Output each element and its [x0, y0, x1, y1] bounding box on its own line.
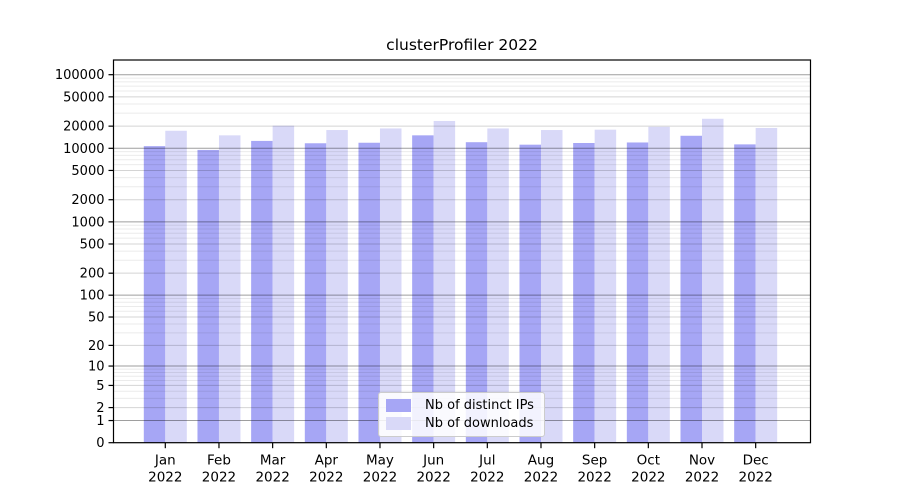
bar-ips-jan: [143, 146, 166, 443]
bar-downloads-nov: [702, 118, 724, 443]
bar-ips-jun: [412, 135, 434, 443]
bar-ips-nov: [680, 135, 702, 443]
y-tick-label-5: 5: [96, 379, 104, 394]
x-tick-label-year: 2022: [631, 470, 665, 486]
x-tick-label-month: Oct: [637, 453, 660, 469]
bar-ips-feb: [197, 149, 219, 443]
x-tick-label-month: Jan: [154, 453, 176, 469]
y-tick-label-20: 20: [88, 339, 105, 354]
bar-downloads-mar: [272, 125, 295, 443]
x-tick-label-year: 2022: [202, 470, 236, 486]
y-tick-label-2000: 2000: [71, 193, 104, 208]
bar-downloads-oct: [648, 126, 670, 443]
y-tick-label-100000: 100000: [55, 68, 105, 83]
y-tick-label-20000: 20000: [63, 120, 104, 135]
legend-swatch-distinct-ips: [386, 399, 411, 412]
x-tick-label-year: 2022: [255, 470, 289, 486]
legend-label-distinct-ips: Nb of distinct IPs: [425, 398, 534, 413]
bar-downloads-sep: [594, 129, 617, 443]
x-tick-label-year: 2022: [416, 470, 450, 486]
bar-downloads-aug: [540, 130, 563, 443]
bar-downloads-jul: [487, 128, 509, 443]
x-tick-label-month: Aug: [528, 453, 554, 469]
bar-ips-mar: [251, 140, 273, 443]
y-tick-label-200: 200: [80, 267, 105, 282]
bar-downloads-dec: [755, 127, 778, 443]
bar-downloads-jan: [165, 130, 187, 443]
legend-entry-distinct-ips: Nb of distinct IPs: [386, 398, 537, 413]
y-tick-label-1: 1: [96, 414, 104, 429]
y-tick-label-1000: 1000: [71, 215, 104, 230]
bar-downloads-feb: [218, 135, 241, 443]
x-tick-label-month: Apr: [315, 453, 339, 469]
x-tick-label-month: Mar: [260, 453, 286, 469]
x-tick-label-year: 2022: [685, 470, 719, 486]
legend-swatch-downloads: [386, 417, 411, 430]
bar-ips-sep: [573, 143, 595, 443]
legend-entry-downloads: Nb of downloads: [386, 416, 537, 431]
bar-downloads-apr: [326, 130, 348, 443]
legend: Nb of distinct IPs Nb of downloads: [378, 392, 545, 437]
y-tick-label-10000: 10000: [63, 142, 104, 157]
x-tick-label-month: Dec: [743, 453, 769, 469]
x-tick-label-year: 2022: [738, 470, 772, 486]
legend-label-downloads: Nb of downloads: [425, 416, 534, 431]
bar-ips-aug: [519, 144, 541, 443]
bar-downloads-jun: [433, 120, 456, 443]
bar-ips-apr: [304, 143, 327, 443]
x-tick-label-year: 2022: [363, 470, 397, 486]
x-tick-label-month: Jul: [478, 453, 495, 469]
x-tick-label-year: 2022: [309, 470, 343, 486]
bar-ips-dec: [734, 144, 756, 443]
bar-ips-oct: [626, 142, 649, 443]
y-tick-label-10: 10: [88, 360, 105, 375]
bar-downloads-may: [379, 128, 402, 443]
x-tick-label-year: 2022: [524, 470, 558, 486]
x-tick-label-year: 2022: [470, 470, 504, 486]
x-tick-label-year: 2022: [148, 470, 182, 486]
x-tick-label-month: Feb: [207, 453, 231, 469]
x-tick-label-month: May: [366, 453, 394, 469]
y-tick-label-0: 0: [96, 436, 104, 451]
y-tick-label-50: 50: [88, 311, 105, 326]
y-tick-label-2: 2: [96, 401, 104, 416]
chart-title: clusterProfiler 2022: [386, 36, 538, 54]
x-tick-label-year: 2022: [577, 470, 611, 486]
y-tick-label-100: 100: [80, 289, 105, 304]
x-tick-label-month: Jun: [422, 453, 444, 469]
y-tick-label-500: 500: [80, 237, 105, 252]
plot-border: [112, 59, 812, 444]
x-tick-label-month: Sep: [582, 453, 607, 469]
x-tick-label-month: Nov: [689, 453, 715, 469]
y-tick-label-5000: 5000: [71, 164, 104, 179]
y-tick-label-50000: 50000: [63, 90, 104, 105]
bar-ips-may: [358, 142, 380, 443]
bar-ips-jul: [465, 142, 488, 443]
